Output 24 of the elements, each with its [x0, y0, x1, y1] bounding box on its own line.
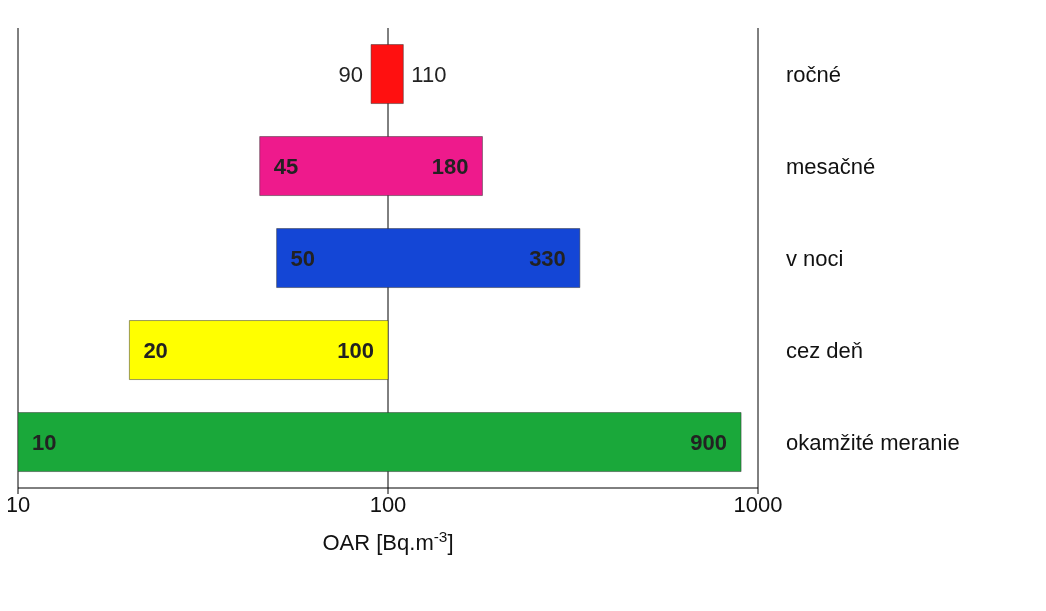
bar: [370, 44, 404, 104]
annotation: 20: [143, 338, 168, 363]
x-axis-title: OAR [Bq.m$^{-3}$]: [322, 527, 454, 555]
y-tick-label: v noci: [786, 245, 844, 271]
x-tick-label: 1000: [733, 491, 783, 517]
annotation: 10: [32, 430, 57, 455]
annotation: 90: [338, 62, 364, 87]
y-tick-label: okamžité meranie: [786, 429, 960, 455]
bar: [18, 412, 742, 472]
annotation: 900: [690, 430, 728, 455]
bar: [129, 320, 389, 380]
bar: [276, 228, 581, 288]
annotation: 330: [529, 246, 566, 271]
y-tick-label: cez deň: [786, 337, 864, 363]
y-tick-label: ročné: [786, 61, 842, 87]
annotation: 45: [273, 154, 299, 179]
bar: [259, 136, 483, 196]
annotation: 180: [431, 154, 469, 179]
annotation: 50: [290, 246, 316, 271]
x-tick-label: 10: [5, 491, 31, 517]
annotation: 100: [337, 338, 374, 363]
annotation: 110: [411, 62, 447, 87]
x-tick-label: 100: [369, 491, 407, 517]
y-tick-label: mesačné: [786, 153, 876, 179]
